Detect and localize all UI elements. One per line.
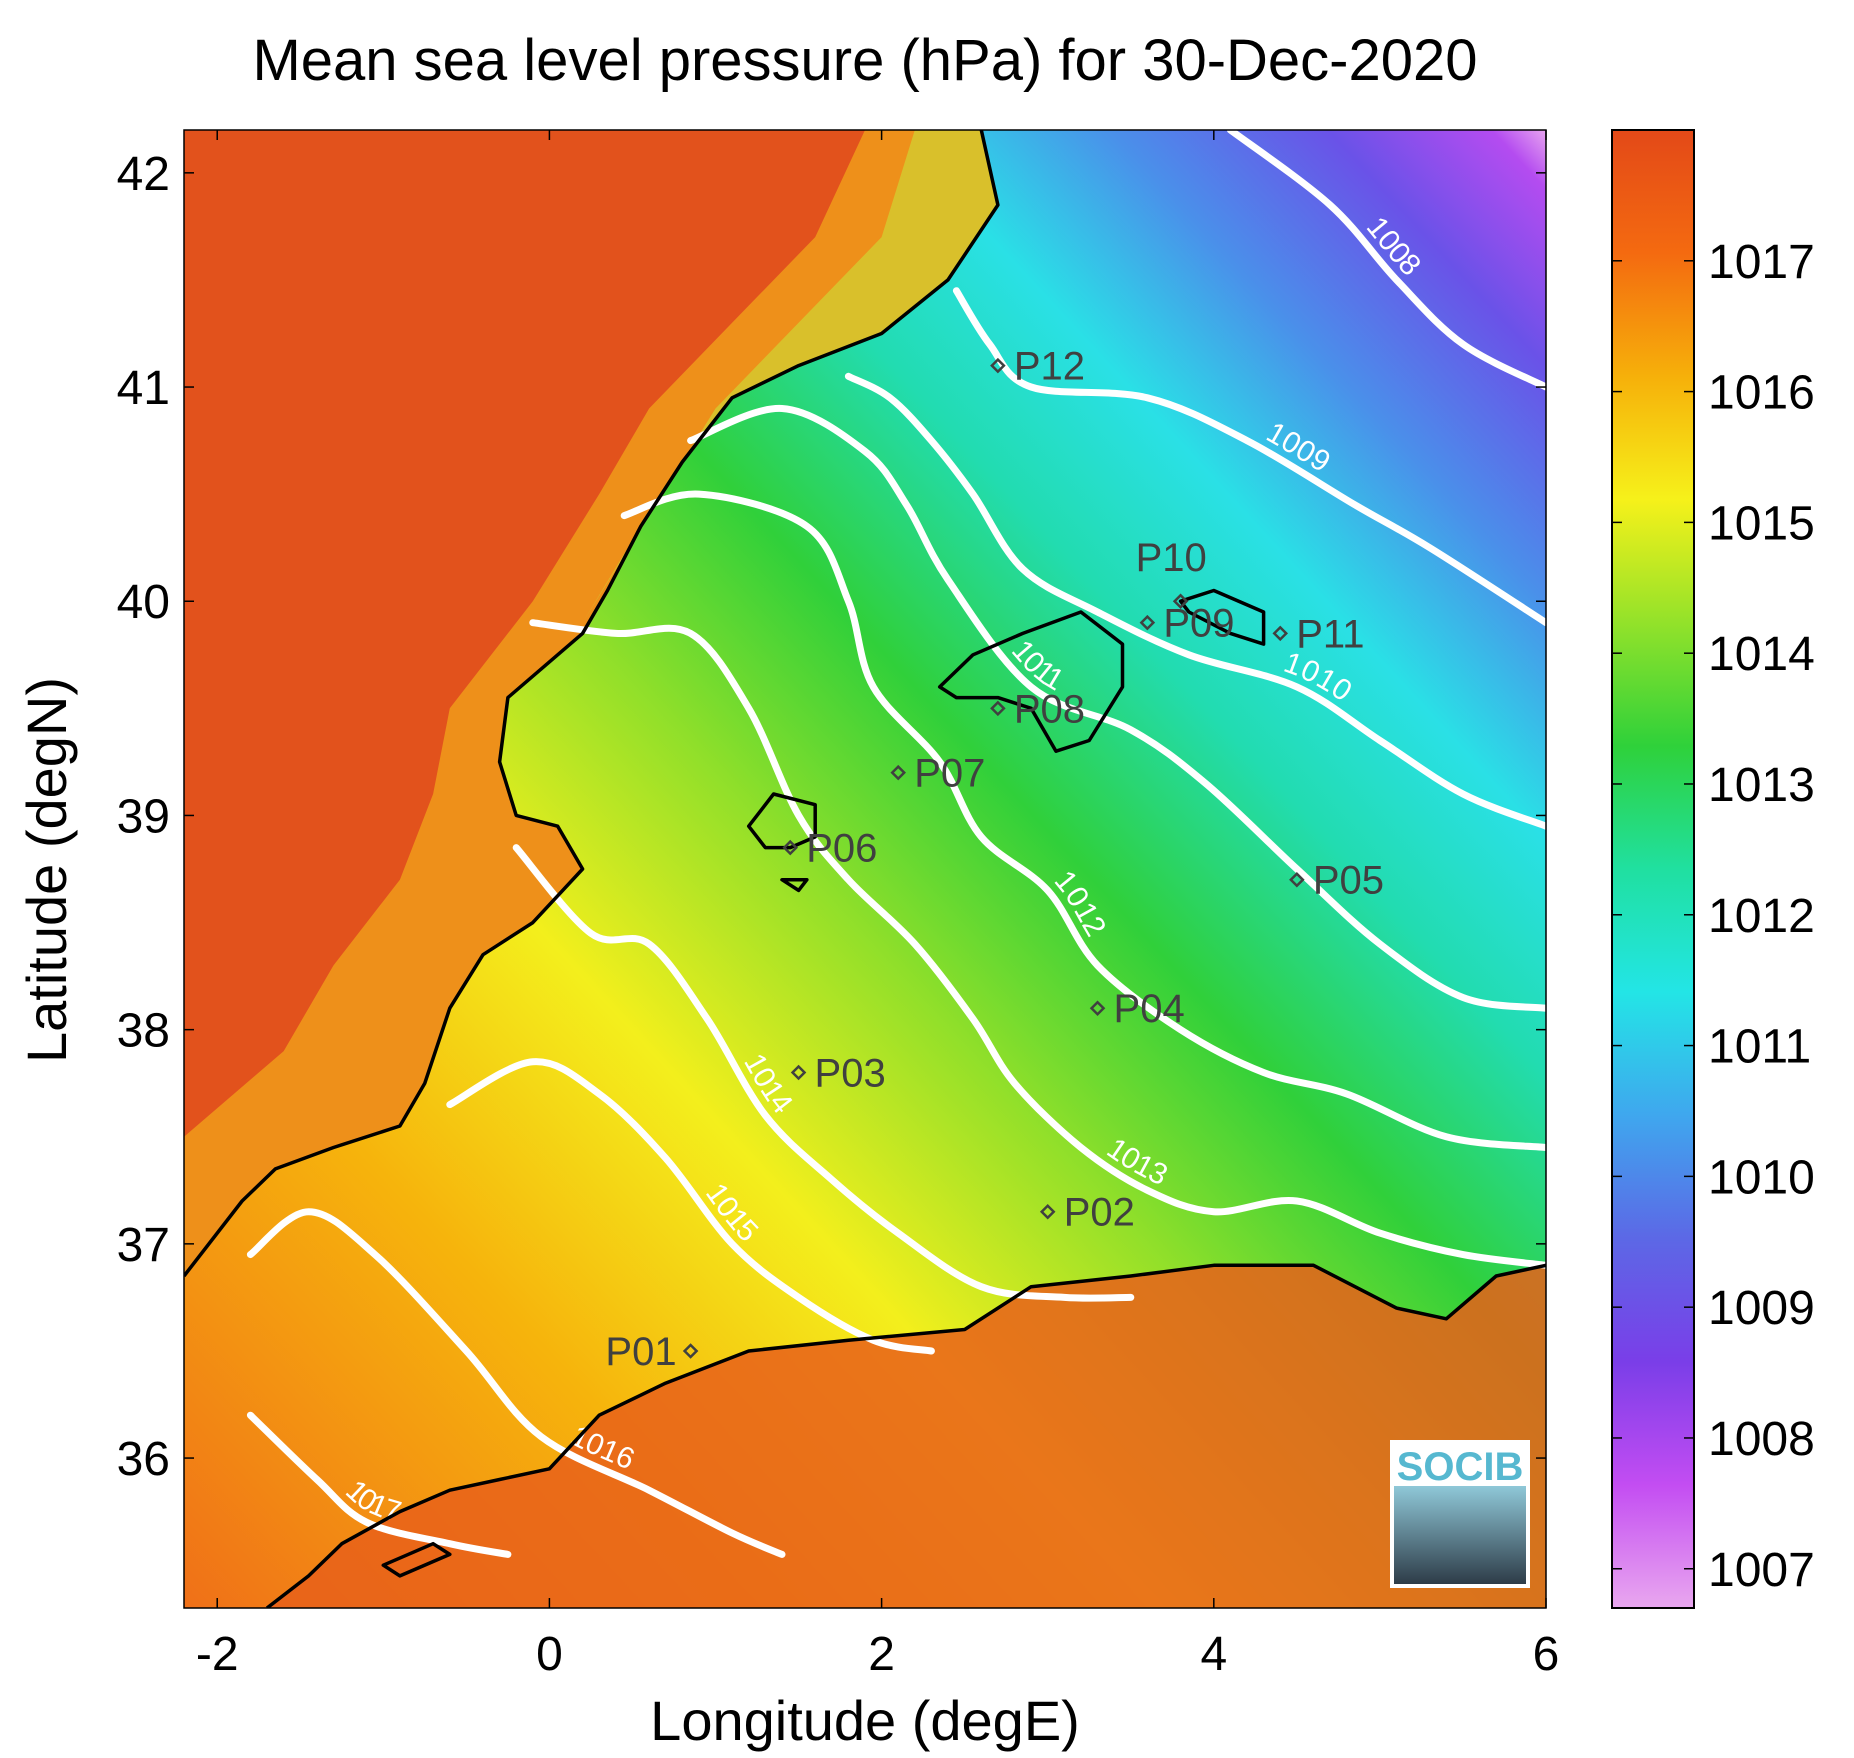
x-tick-label: 2 — [868, 1628, 895, 1681]
colorbar-tick-label: 1008 — [1708, 1413, 1815, 1466]
isobar-1011 — [687, 404, 1546, 1012]
station-label-p09: P09 — [1163, 602, 1234, 646]
land-mass-africa — [267, 1265, 1546, 1608]
coastline-group — [184, 130, 1546, 1608]
coastline-iberia — [184, 130, 1000, 1278]
isobar-1008 — [1226, 130, 1546, 391]
isobar-1017 — [246, 1411, 512, 1558]
colorbar-tick-label: 1010 — [1708, 1151, 1815, 1204]
station-label-p03: P03 — [815, 1051, 886, 1095]
y-tick-label: 37 — [117, 1219, 170, 1272]
colorbar: 1007 1008 1009 1010 1011 1012 1013 1014 1015 1016… — [1611, 129, 1815, 1609]
colorbar-tick-label: 1016 — [1708, 367, 1815, 420]
x-tick-label: 6 — [1533, 1628, 1560, 1681]
island-alboran — [381, 1541, 452, 1578]
colorbar-tick-label: 1012 — [1708, 890, 1815, 943]
station-marker-p12 — [990, 357, 1006, 374]
island-ibiza — [746, 792, 817, 850]
island-menorca — [1178, 588, 1266, 646]
y-tick-label: 41 — [117, 362, 170, 415]
station-marker-p04 — [1089, 1000, 1106, 1016]
isobar-1014 — [512, 844, 1135, 1302]
station-label-p07: P07 — [914, 752, 985, 796]
x-tick-label: 4 — [1200, 1628, 1227, 1681]
y-tick-label: 39 — [117, 790, 170, 843]
x-tick-label: -2 — [196, 1628, 239, 1681]
station-label-p12: P12 — [1014, 345, 1085, 389]
x-tick-label: 0 — [536, 1628, 563, 1681]
station-label-p04: P04 — [1114, 987, 1185, 1031]
y-tick-label: 42 — [117, 148, 170, 201]
station-marker-p09 — [1139, 614, 1156, 631]
colorbar-tick-label: 1013 — [1708, 759, 1815, 812]
colorbar-scale — [1611, 129, 1695, 1609]
station-label-p11: P11 — [1296, 612, 1364, 656]
station-group: P01 P02 P03 P04 P05 P06 P07 P08 P09 P10 P11 P12 — [605, 345, 1384, 1374]
isobar-1016 — [246, 1208, 786, 1558]
colorbar-tick-label: 1014 — [1708, 628, 1815, 681]
station-label-p02: P02 — [1064, 1191, 1135, 1235]
socib-logo: SOCIB — [1390, 1440, 1530, 1588]
isobar-1013 — [529, 619, 1546, 1269]
coastal-pressure-band-inner — [582, 130, 998, 623]
station-label-p05: P05 — [1313, 859, 1384, 903]
colorbar-tick-label: 1007 — [1708, 1544, 1815, 1597]
station-label-p08: P08 — [1014, 687, 1085, 731]
station-marker-p03 — [790, 1064, 807, 1081]
station-marker-p10 — [1172, 593, 1189, 610]
x-axis: -2 0 2 4 6 — [196, 130, 1559, 1681]
y-tick-label: 36 — [117, 1433, 170, 1486]
station-marker-p11 — [1272, 625, 1289, 642]
plot-area: 1008100910101011101210131014101510161017… — [184, 130, 1546, 1608]
station-label-p06: P06 — [806, 827, 877, 871]
y-axis-label: Latitude (degN) — [15, 677, 78, 1063]
logo-text: SOCIB — [1397, 1445, 1524, 1489]
x-axis-label: Longitude (degE) — [650, 1689, 1080, 1752]
island-formentera — [780, 877, 809, 893]
colorbar-tick-label: 1017 — [1708, 236, 1815, 289]
colorbar-tick-label: 1011 — [1708, 1021, 1811, 1074]
logo-image — [1394, 1486, 1526, 1584]
coastal-pressure-band — [184, 130, 998, 1276]
isobar-1010 — [844, 372, 1546, 830]
station-marker-p01 — [682, 1343, 699, 1359]
island-mallorca — [937, 610, 1125, 753]
station-marker-p07 — [890, 764, 906, 781]
coastline-africa — [265, 1263, 1546, 1608]
y-tick-label: 40 — [117, 576, 170, 629]
station-marker-p05 — [1289, 871, 1305, 888]
station-label-p10: P10 — [1136, 536, 1207, 580]
station-label-p01: P01 — [605, 1330, 676, 1374]
isobar-1015 — [446, 1058, 935, 1355]
colorbar-tick-label: 1009 — [1708, 1282, 1815, 1335]
isobar-1012 — [620, 490, 1546, 1151]
station-marker-p06 — [782, 839, 799, 856]
station-marker-p02 — [1039, 1203, 1056, 1220]
y-tick-label: 38 — [117, 1005, 170, 1058]
plot-frame — [183, 129, 1547, 1609]
chart-title: Mean sea level pressure (hPa) for 30-Dec… — [252, 28, 1477, 93]
colorbar-tick-label: 1015 — [1708, 497, 1815, 550]
station-marker-p08 — [990, 700, 1006, 717]
y-axis: 36 37 38 39 40 41 42 — [117, 148, 1546, 1486]
